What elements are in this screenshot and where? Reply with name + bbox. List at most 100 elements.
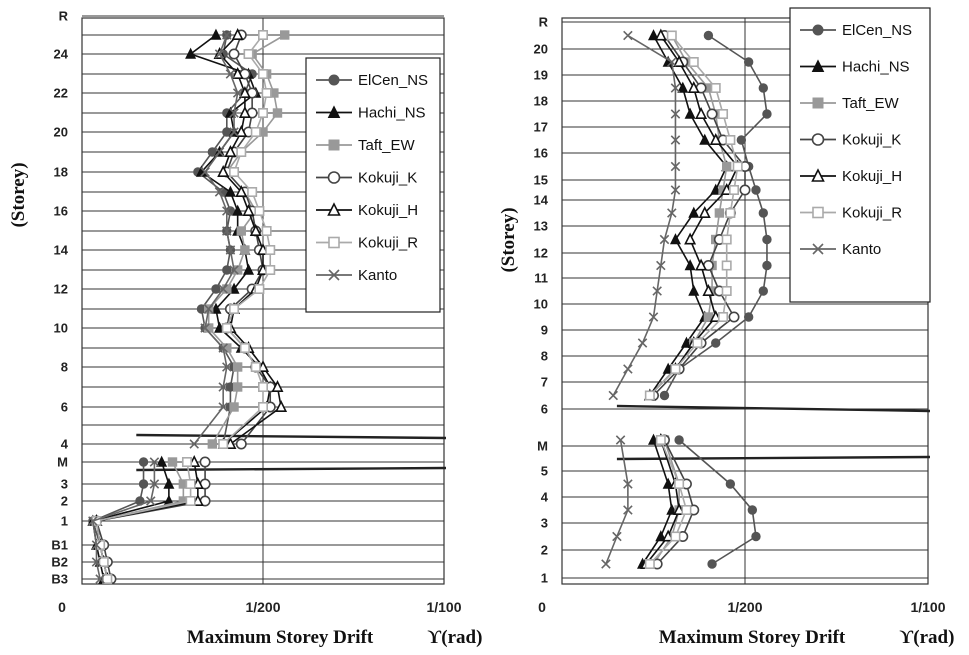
legend-label: Hachi_NS [842, 59, 910, 76]
data-point [229, 402, 239, 412]
y-tick-label: 1 [61, 514, 68, 529]
data-point [673, 55, 686, 67]
data-point [250, 127, 261, 138]
floor-line [136, 466, 447, 472]
y-tick-label: R [59, 9, 69, 24]
legend-swatch-marker [328, 269, 340, 281]
data-point [200, 323, 210, 333]
data-point [138, 479, 149, 489]
data-point [758, 83, 768, 93]
data-point [271, 380, 284, 393]
data-point [232, 362, 243, 372]
x-axis-unit: ϒ(rad) [428, 627, 483, 648]
y-axis-label: (Storey) [498, 207, 519, 272]
data-point [695, 107, 708, 119]
data-point [229, 108, 239, 118]
data-point [707, 559, 717, 569]
data-point [674, 435, 684, 445]
data-point [238, 86, 251, 98]
data-point [721, 285, 732, 296]
data-point [214, 49, 225, 59]
data-point [751, 185, 761, 195]
data-point [722, 161, 732, 172]
data-point [703, 30, 714, 41]
data-point [199, 456, 211, 468]
y-tick-label: 19 [534, 68, 548, 83]
data-point [667, 57, 677, 67]
data-point [688, 56, 699, 67]
y-tick-label: 4 [541, 490, 549, 505]
data-point [222, 265, 232, 275]
data-point [265, 245, 276, 256]
data-point [243, 48, 254, 59]
legend-swatch-marker [811, 133, 825, 146]
data-point [221, 322, 232, 333]
data-point [718, 311, 729, 322]
data-point [217, 165, 230, 177]
data-point [257, 29, 268, 40]
y-tick-label: 8 [61, 360, 68, 375]
legend-label: Kanto [842, 241, 881, 258]
y-tick-label: 16 [54, 204, 68, 219]
y-tick-label: 18 [534, 94, 548, 109]
data-point [189, 439, 199, 449]
data-point [280, 30, 290, 40]
y-tick-label: 10 [54, 321, 68, 336]
data-point [211, 284, 221, 294]
data-point [681, 504, 692, 515]
series-Kokuji_R [644, 30, 743, 569]
y-tick-label: 11 [534, 271, 548, 286]
data-point [95, 574, 105, 584]
data-point [185, 495, 196, 506]
data-point [167, 457, 178, 467]
y-tick-label: 2 [61, 494, 68, 509]
data-point [149, 479, 160, 489]
data-point [725, 479, 736, 489]
data-point [257, 401, 268, 412]
data-point [652, 286, 662, 296]
data-point [729, 185, 740, 196]
data-point [739, 184, 751, 196]
y-tick-label: 2 [541, 543, 548, 558]
y-axis-label: (Storey) [8, 162, 29, 227]
legend-swatch-marker [811, 168, 825, 182]
y-tick-label: 12 [534, 246, 548, 261]
legend-swatch-marker [812, 24, 824, 36]
legend-swatch-marker [812, 243, 824, 255]
data-point [710, 183, 722, 195]
data-point [680, 336, 692, 348]
y-tick-label: R [539, 15, 549, 30]
y-tick-label: B2 [51, 555, 68, 570]
y-tick-label: 10 [534, 297, 548, 312]
data-point [725, 208, 736, 219]
legend-swatch-marker [328, 236, 340, 249]
y-tick-label: 20 [534, 42, 548, 57]
data-point [242, 204, 255, 216]
y-tick-label: 3 [541, 516, 548, 531]
legend-label: Kokuji_K [358, 170, 417, 187]
data-point [762, 109, 772, 119]
data-point [601, 559, 611, 569]
data-point [250, 361, 261, 372]
data-point [751, 531, 761, 542]
data-point [257, 381, 268, 392]
data-point [218, 284, 228, 294]
data-point [695, 258, 708, 271]
y-tick-label: 5 [541, 464, 548, 479]
data-point [659, 390, 670, 401]
data-point [623, 479, 633, 489]
floor-line [616, 404, 931, 413]
data-point [655, 530, 667, 542]
data-point [710, 83, 721, 94]
data-point [615, 435, 626, 445]
legend-box [305, 57, 441, 313]
data-point [235, 438, 247, 450]
data-point [648, 312, 659, 322]
legend-label: Kokuji_K [842, 132, 901, 149]
data-point [247, 187, 258, 198]
data-point [236, 226, 246, 236]
data-point [721, 234, 732, 245]
y-tick-label: 12 [54, 282, 68, 297]
y-tick-label: 17 [534, 120, 548, 135]
data-point [667, 208, 677, 218]
